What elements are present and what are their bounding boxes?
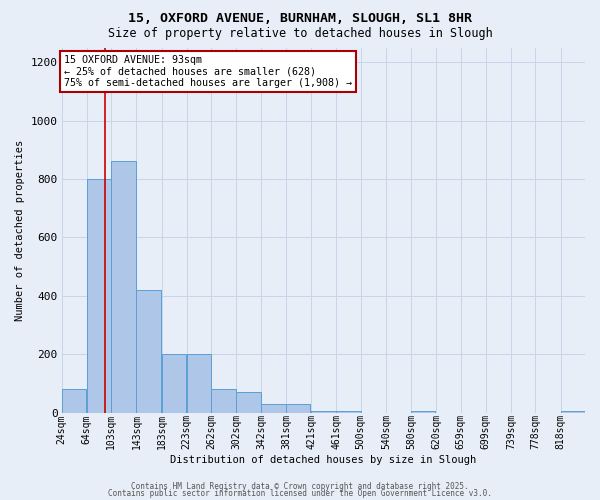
Text: Contains HM Land Registry data © Crown copyright and database right 2025.: Contains HM Land Registry data © Crown c…	[131, 482, 469, 491]
Bar	[311, 412, 335, 413]
Bar	[87, 179, 112, 413]
Bar	[136, 290, 161, 413]
Text: 15, OXFORD AVENUE, BURNHAM, SLOUGH, SL1 8HR: 15, OXFORD AVENUE, BURNHAM, SLOUGH, SL1 …	[128, 12, 472, 26]
Y-axis label: Number of detached properties: Number of detached properties	[15, 140, 25, 321]
Bar	[161, 354, 186, 413]
Bar	[187, 354, 211, 413]
Bar	[262, 404, 286, 413]
Bar	[236, 392, 261, 413]
Bar	[560, 412, 585, 413]
Bar	[286, 404, 310, 413]
Bar	[112, 162, 136, 413]
Text: 15 OXFORD AVENUE: 93sqm
← 25% of detached houses are smaller (628)
75% of semi-d: 15 OXFORD AVENUE: 93sqm ← 25% of detache…	[64, 55, 352, 88]
Text: Contains public sector information licensed under the Open Government Licence v3: Contains public sector information licen…	[108, 490, 492, 498]
Bar	[62, 390, 86, 413]
Bar	[336, 412, 361, 413]
Bar	[211, 390, 236, 413]
Bar	[411, 412, 436, 413]
Text: Size of property relative to detached houses in Slough: Size of property relative to detached ho…	[107, 28, 493, 40]
X-axis label: Distribution of detached houses by size in Slough: Distribution of detached houses by size …	[170, 455, 476, 465]
